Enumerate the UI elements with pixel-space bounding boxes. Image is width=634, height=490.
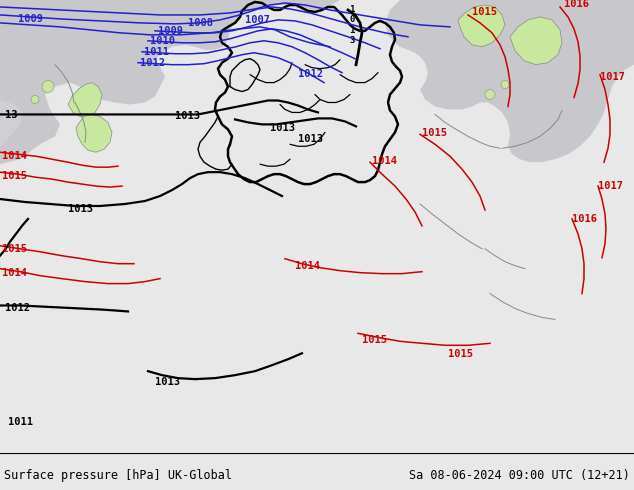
Text: 1015: 1015 bbox=[422, 128, 447, 138]
Text: Sa 08-06-2024 09:00 UTC (12+21): Sa 08-06-2024 09:00 UTC (12+21) bbox=[409, 469, 630, 483]
Text: 1014: 1014 bbox=[295, 261, 320, 270]
Polygon shape bbox=[458, 5, 505, 47]
Text: 1008: 1008 bbox=[188, 18, 213, 28]
Text: 1013: 1013 bbox=[68, 204, 93, 214]
Polygon shape bbox=[385, 0, 634, 162]
Text: 1013: 1013 bbox=[270, 123, 295, 133]
Text: 1012: 1012 bbox=[298, 69, 323, 78]
Circle shape bbox=[42, 80, 54, 93]
Text: 1
0
1
3: 1 0 1 3 bbox=[349, 5, 354, 45]
Text: 1014: 1014 bbox=[2, 151, 27, 161]
Text: 1016: 1016 bbox=[572, 214, 597, 224]
Text: 1011: 1011 bbox=[144, 47, 169, 57]
Circle shape bbox=[485, 90, 495, 99]
Circle shape bbox=[31, 96, 39, 103]
Text: 1011: 1011 bbox=[8, 417, 33, 427]
Text: Surface pressure [hPa] UK-Global: Surface pressure [hPa] UK-Global bbox=[4, 469, 232, 483]
Polygon shape bbox=[0, 0, 22, 147]
Text: 1015: 1015 bbox=[2, 171, 27, 181]
Text: 1009: 1009 bbox=[18, 14, 43, 24]
Text: 1015: 1015 bbox=[472, 7, 497, 17]
Text: 1013: 1013 bbox=[155, 377, 180, 387]
Text: 1009: 1009 bbox=[158, 26, 183, 36]
Text: 1012: 1012 bbox=[5, 303, 30, 314]
Text: 1014: 1014 bbox=[2, 268, 27, 278]
Polygon shape bbox=[0, 0, 340, 164]
Text: 1013: 1013 bbox=[175, 111, 200, 122]
Text: 1014: 1014 bbox=[372, 156, 397, 166]
Polygon shape bbox=[68, 83, 102, 117]
Text: 1017: 1017 bbox=[600, 72, 625, 82]
Text: 13: 13 bbox=[5, 110, 18, 121]
Text: 1012: 1012 bbox=[140, 58, 165, 68]
Text: 1017: 1017 bbox=[598, 181, 623, 191]
Polygon shape bbox=[510, 17, 562, 65]
Circle shape bbox=[501, 80, 509, 89]
Text: 1015: 1015 bbox=[448, 349, 473, 359]
Text: 1016: 1016 bbox=[564, 0, 589, 9]
Text: 1010: 1010 bbox=[150, 36, 175, 46]
Polygon shape bbox=[76, 115, 112, 152]
Text: 1013: 1013 bbox=[298, 134, 323, 144]
Text: 1015: 1015 bbox=[2, 244, 27, 254]
Text: 1007: 1007 bbox=[245, 15, 270, 25]
Text: 1015: 1015 bbox=[362, 335, 387, 345]
